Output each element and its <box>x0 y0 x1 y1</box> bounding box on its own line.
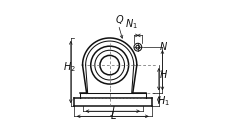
Text: $H_2$: $H_2$ <box>63 60 76 74</box>
Text: J: J <box>111 106 114 116</box>
Text: N: N <box>159 42 166 52</box>
Text: L: L <box>110 111 115 121</box>
Text: H: H <box>159 70 166 80</box>
Text: Q: Q <box>115 14 123 25</box>
Text: $N_1$: $N_1$ <box>125 17 138 31</box>
Text: $H_1$: $H_1$ <box>156 95 169 108</box>
